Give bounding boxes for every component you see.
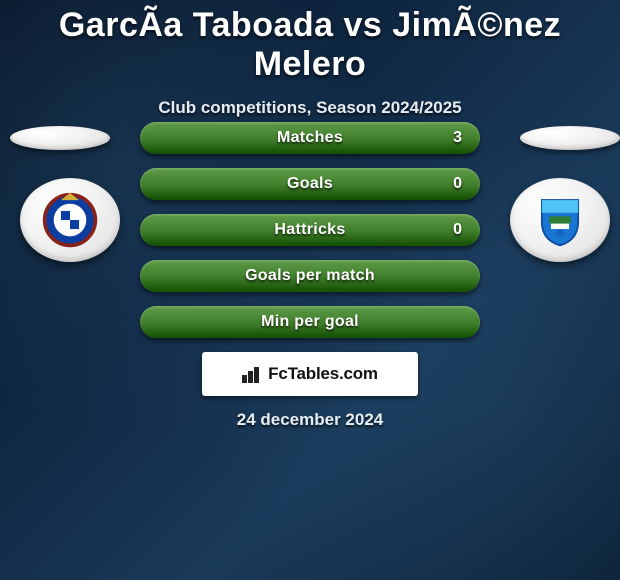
subtitle: Club competitions, Season 2024/2025 xyxy=(0,98,620,118)
stat-label: Goals per match xyxy=(245,267,375,285)
player1-portrait-placeholder xyxy=(10,126,110,150)
stat-value: 0 xyxy=(453,221,462,239)
vs-separator: vs xyxy=(334,6,393,44)
stat-bar: Matches 3 xyxy=(140,122,480,154)
stat-label: Min per goal xyxy=(261,313,359,331)
player1-club-badge xyxy=(20,178,120,262)
deportivo-crest-icon xyxy=(41,191,99,249)
snapshot-date: 24 december 2024 xyxy=(0,410,620,430)
stat-label: Hattricks xyxy=(274,221,345,239)
fctables-logo-icon xyxy=(242,365,262,383)
stat-bar: Goals per match xyxy=(140,260,480,292)
branding-box[interactable]: FcTables.com xyxy=(202,352,418,396)
stats-bars: Matches 3 Goals 0 Hattricks 0 Goals per match M… xyxy=(140,122,480,338)
stat-value: 0 xyxy=(453,175,462,193)
stat-bar: Min per goal xyxy=(140,306,480,338)
stat-label: Goals xyxy=(287,175,333,193)
branding-text: FcTables.com xyxy=(268,364,378,384)
malaga-crest-icon xyxy=(531,191,589,249)
player2-portrait-placeholder xyxy=(520,126,620,150)
stat-bar: Goals 0 xyxy=(140,168,480,200)
stat-bar: Hattricks 0 xyxy=(140,214,480,246)
stat-label: Matches xyxy=(277,129,343,147)
stat-value: 3 xyxy=(453,129,462,147)
player2-club-badge xyxy=(510,178,610,262)
comparison-title: GarcÃ­a Taboada vs JimÃ©nez Melero xyxy=(0,0,620,84)
player1-name: GarcÃ­a Taboada xyxy=(59,6,334,44)
